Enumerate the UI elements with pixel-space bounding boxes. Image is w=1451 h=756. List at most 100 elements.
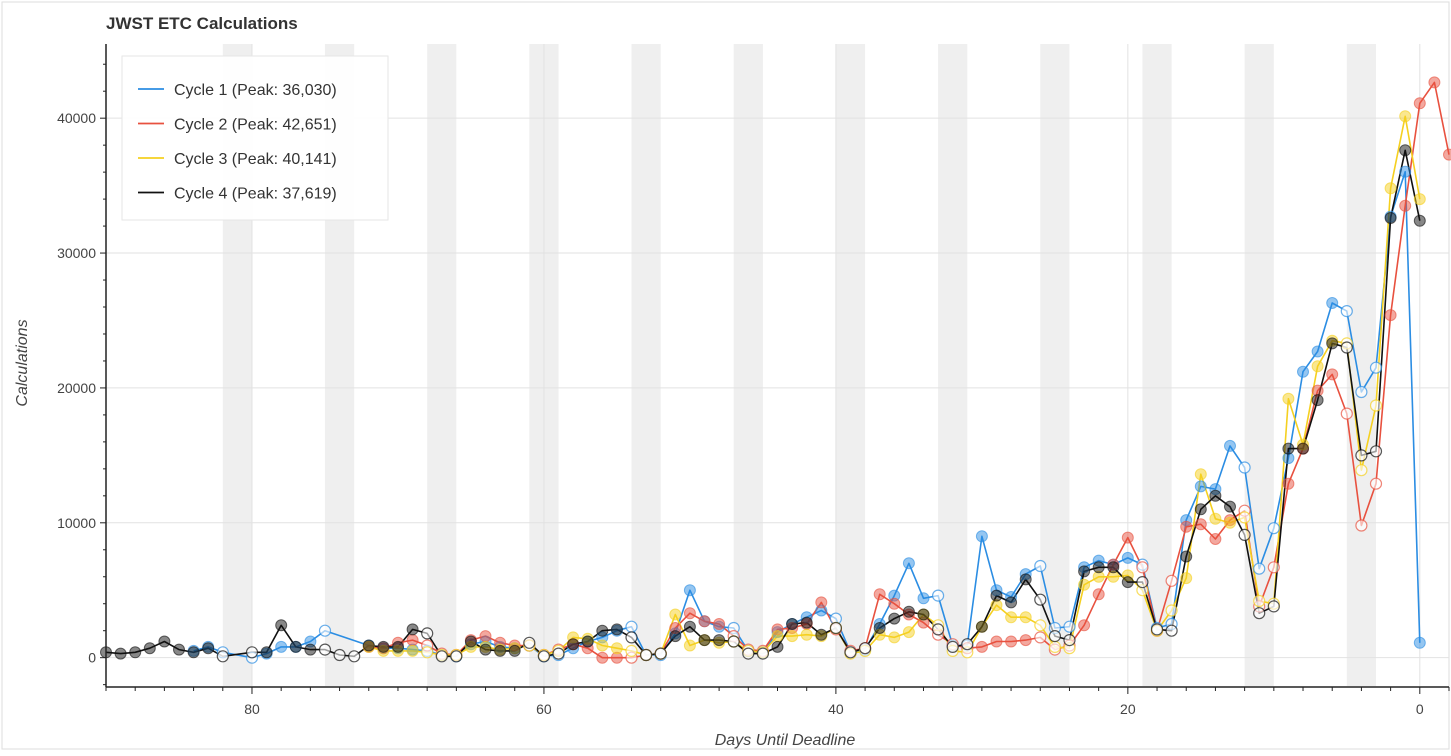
cycle-1-point bbox=[903, 558, 914, 569]
cycle-3-point bbox=[801, 629, 812, 640]
cycle-4-point bbox=[655, 648, 666, 659]
cycle-3-point bbox=[787, 631, 798, 642]
cycle-3-point bbox=[1225, 517, 1236, 528]
cycle-3-point bbox=[1181, 573, 1192, 584]
cycle-4-point bbox=[1254, 608, 1265, 619]
cycle-2-point bbox=[714, 619, 725, 630]
cycle-4-point bbox=[320, 644, 331, 655]
cycle-3-point bbox=[1400, 111, 1411, 122]
cycle-4-point bbox=[1312, 395, 1323, 406]
cycle-4-point bbox=[422, 628, 433, 639]
cycle-3-point bbox=[1049, 641, 1060, 652]
cycle-1-point bbox=[626, 621, 637, 632]
cycle-1-point bbox=[1356, 387, 1367, 398]
cycle-2-point bbox=[480, 631, 491, 642]
cycle-1-point bbox=[1122, 552, 1133, 563]
cycle-4-point bbox=[436, 651, 447, 662]
weekend-band-6 bbox=[836, 44, 865, 686]
cycle-3-point bbox=[1079, 579, 1090, 590]
cycle-4-point bbox=[1195, 504, 1206, 515]
cycle-1-point bbox=[1064, 621, 1075, 632]
cycle-4-point bbox=[860, 643, 871, 654]
cycle-2-point bbox=[1079, 620, 1090, 631]
weekend-band-5 bbox=[734, 44, 763, 686]
cycle-4-point bbox=[1400, 145, 1411, 156]
cycle-1-point bbox=[933, 590, 944, 601]
cycle-4-point bbox=[276, 620, 287, 631]
cycle-3-point bbox=[422, 647, 433, 658]
cycle-3-point bbox=[670, 609, 681, 620]
cycle-2-point bbox=[1327, 369, 1338, 380]
cycle-3-point bbox=[1006, 612, 1017, 623]
cycle-1-point bbox=[1268, 523, 1279, 534]
cycle-4-point bbox=[947, 641, 958, 652]
cycle-1-point bbox=[320, 625, 331, 636]
cycle-1-point bbox=[1239, 462, 1250, 473]
y-tick-label: 40000 bbox=[57, 110, 96, 126]
cycle-4-point bbox=[495, 645, 506, 656]
legend: Cycle 1 (Peak: 36,030)Cycle 2 (Peak: 42,… bbox=[122, 56, 388, 220]
cycle-4-point bbox=[203, 643, 214, 654]
cycle-2-point bbox=[1195, 519, 1206, 530]
cycle-1-point bbox=[1298, 366, 1309, 377]
cycle-2-point bbox=[1210, 534, 1221, 545]
cycle-4-point bbox=[1210, 490, 1221, 501]
cycle-1-point bbox=[1327, 298, 1338, 309]
cycle-2-point bbox=[1268, 562, 1279, 573]
cycle-4-point bbox=[1122, 577, 1133, 588]
cycle-2-point bbox=[1006, 636, 1017, 647]
cycle-3-point bbox=[1385, 183, 1396, 194]
cycle-4-point bbox=[217, 651, 228, 662]
cycle-4-point bbox=[538, 651, 549, 662]
cycle-3-point bbox=[1035, 620, 1046, 631]
x-tick-label: 20 bbox=[1120, 701, 1136, 717]
cycle-2-point bbox=[1341, 408, 1352, 419]
cycle-4-point bbox=[1064, 635, 1075, 646]
cycle-2-point bbox=[1414, 98, 1425, 109]
cycle-4-point bbox=[1006, 597, 1017, 608]
cycle-3-point bbox=[1195, 469, 1206, 480]
cycle-4-point bbox=[1371, 446, 1382, 457]
cycle-1-point bbox=[1400, 166, 1411, 177]
cycle-4-point bbox=[393, 641, 404, 652]
weekend-band-8 bbox=[1040, 44, 1069, 686]
cycle-4-point bbox=[889, 613, 900, 624]
cycle-2-point bbox=[1385, 310, 1396, 321]
cycle-4-point bbox=[1181, 551, 1192, 562]
cycle-1-point bbox=[918, 593, 929, 604]
cycle-2-point bbox=[1444, 149, 1451, 160]
cycle-4-point bbox=[290, 641, 301, 652]
cycle-4-point bbox=[743, 648, 754, 659]
cycle-4-point bbox=[976, 621, 987, 632]
cycle-4-point bbox=[874, 623, 885, 634]
cycle-4-point bbox=[568, 639, 579, 650]
cycle-4-point bbox=[991, 590, 1002, 601]
cycle-2-point bbox=[1429, 77, 1440, 88]
cycle-4-point bbox=[1049, 631, 1060, 642]
cycle-4-point bbox=[1327, 338, 1338, 349]
cycle-2-point bbox=[597, 652, 608, 663]
y-tick-label: 20000 bbox=[57, 380, 96, 396]
y-tick-label: 0 bbox=[88, 650, 96, 666]
cycle-4-point bbox=[772, 641, 783, 652]
cycle-1-point bbox=[1414, 637, 1425, 648]
cycle-2-point bbox=[1356, 520, 1367, 531]
cycle-4-point bbox=[451, 651, 462, 662]
cycle-4-point bbox=[1283, 443, 1294, 454]
x-tick-label: 60 bbox=[536, 701, 552, 717]
cycle-4-point bbox=[1268, 601, 1279, 612]
cycle-4-point bbox=[261, 647, 272, 658]
weekend-band-4 bbox=[632, 44, 661, 686]
cycle-1-point bbox=[1035, 561, 1046, 572]
cycle-2-point bbox=[976, 641, 987, 652]
cycle-4-point bbox=[670, 631, 681, 642]
cycle-4-point bbox=[1152, 624, 1163, 635]
cycle-4-point bbox=[1414, 215, 1425, 226]
cycle-4-point bbox=[363, 640, 374, 651]
cycle-2-point bbox=[1371, 478, 1382, 489]
cycle-4-point bbox=[1137, 577, 1148, 588]
weekend-band-7 bbox=[938, 44, 967, 686]
cycle-4-point bbox=[626, 632, 637, 643]
cycle-3-point bbox=[889, 632, 900, 643]
cycle-3-point bbox=[407, 645, 418, 656]
